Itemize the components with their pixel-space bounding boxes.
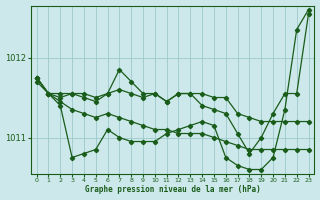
X-axis label: Graphe pression niveau de la mer (hPa): Graphe pression niveau de la mer (hPa) [85, 185, 260, 194]
